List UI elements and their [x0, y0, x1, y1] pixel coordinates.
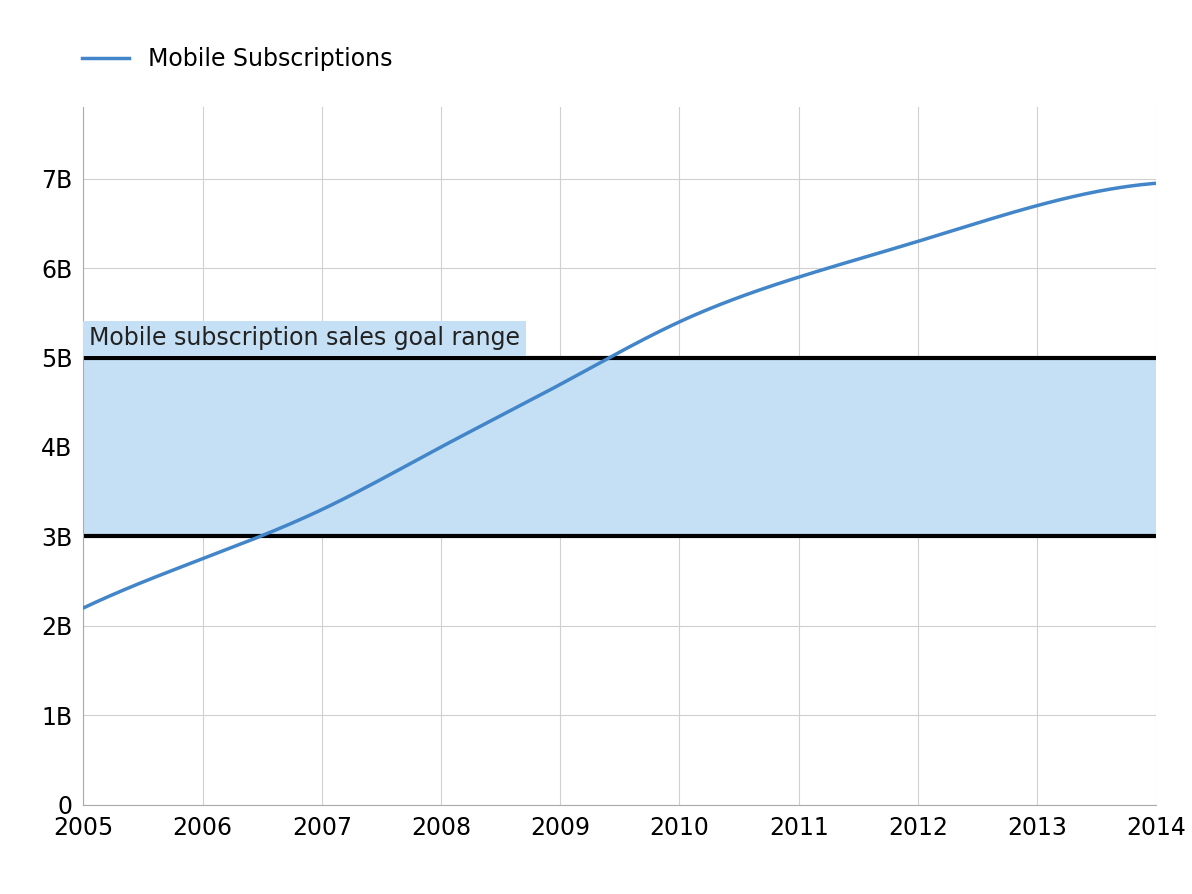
Legend: Mobile Subscriptions: Mobile Subscriptions — [73, 38, 402, 80]
Text: Mobile subscription sales goal range: Mobile subscription sales goal range — [89, 326, 521, 350]
Bar — [83, 358, 1156, 536]
